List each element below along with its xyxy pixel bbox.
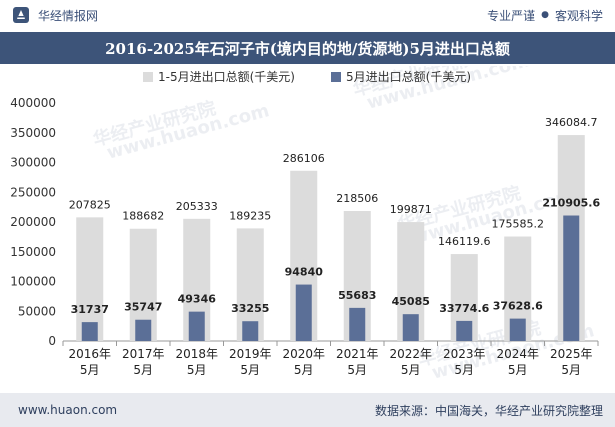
data-label-series1: 189235 bbox=[229, 209, 271, 222]
bar-series2 bbox=[295, 284, 312, 341]
x-tick-label-month: 5月 bbox=[454, 363, 474, 377]
x-tick-label-year: 2017年 bbox=[122, 347, 165, 361]
tagline-separator: ● bbox=[541, 10, 549, 20]
top-header: 华经情报网 专业严谨 ● 客观科学 bbox=[0, 0, 615, 30]
legend-swatch-1 bbox=[143, 72, 153, 82]
tagline-right: 客观科学 bbox=[554, 8, 603, 23]
footer: www.huaon.com 数据来源：中国海关，华经产业研究院整理 bbox=[0, 393, 615, 427]
data-label-series1: 286106 bbox=[283, 152, 325, 165]
bar-series2 bbox=[563, 215, 580, 341]
data-label-series1: 188682 bbox=[122, 210, 164, 223]
x-tick-label-month: 5月 bbox=[133, 363, 153, 377]
data-label-series2: 45085 bbox=[392, 295, 430, 308]
data-label-series2: 33255 bbox=[231, 302, 269, 315]
data-label-series2: 49346 bbox=[178, 293, 217, 306]
data-label-series2: 55683 bbox=[338, 289, 376, 302]
x-tick-label-year: 2021年 bbox=[336, 347, 379, 361]
data-label-series2: 31737 bbox=[71, 303, 109, 316]
x-tick-label-year: 2020年 bbox=[282, 347, 325, 361]
y-tick-label: 150000 bbox=[10, 245, 56, 259]
data-label-series1: 175585.2 bbox=[492, 218, 545, 231]
legend-swatch-2 bbox=[331, 72, 341, 82]
x-tick-label-month: 5月 bbox=[508, 363, 528, 377]
bar-series2 bbox=[188, 311, 205, 341]
x-tick-label-month: 5月 bbox=[561, 363, 581, 377]
x-tick-label-month: 5月 bbox=[240, 363, 260, 377]
x-tick-label-month: 5月 bbox=[294, 363, 314, 377]
footer-url: www.huaon.com bbox=[18, 403, 118, 417]
bar-series1 bbox=[76, 217, 104, 341]
tagline-left: 专业严谨 bbox=[487, 8, 536, 23]
data-label-series1: 205333 bbox=[176, 200, 218, 213]
bar-series2 bbox=[242, 321, 259, 341]
brand-name: 华经情报网 bbox=[38, 8, 99, 23]
data-label-series2: 94840 bbox=[285, 266, 324, 279]
y-tick-label: 200000 bbox=[10, 215, 56, 229]
bar-series2 bbox=[509, 318, 526, 341]
huajing-logo-icon bbox=[13, 7, 29, 23]
data-label-series1: 207825 bbox=[69, 198, 111, 211]
x-tick-label-year: 2019年 bbox=[229, 347, 272, 361]
tagline: 专业严谨 ● 客观科学 bbox=[487, 7, 603, 24]
y-tick-label: 100000 bbox=[10, 275, 56, 289]
y-tick-label: 250000 bbox=[10, 185, 56, 199]
chart-title: 2016-2025年石河子市(境内目的地/货源地)5月进出口总额 bbox=[105, 39, 510, 58]
legend-label-1: 1-5月进出口总额(千美元) bbox=[158, 70, 295, 84]
x-tick-label-year: 2025年 bbox=[550, 347, 593, 361]
y-tick-label: 400000 bbox=[10, 96, 56, 110]
data-label-series2: 37628.6 bbox=[493, 300, 543, 313]
x-tick-label-month: 5月 bbox=[187, 363, 207, 377]
data-label-series2: 210905.6 bbox=[542, 197, 600, 210]
bar-series2 bbox=[402, 314, 419, 341]
x-tick-label-year: 2023年 bbox=[443, 347, 486, 361]
data-label-series1: 146119.6 bbox=[438, 235, 491, 248]
x-tick-label-year: 2016年 bbox=[68, 347, 111, 361]
data-label-series1: 346084.7 bbox=[545, 116, 598, 129]
x-tick-label-year: 2024年 bbox=[496, 347, 539, 361]
bar-series2 bbox=[349, 307, 366, 341]
bar-series2 bbox=[135, 319, 152, 341]
data-label-series2: 33774.6 bbox=[439, 302, 489, 315]
legend-label-2: 5月进出口总额(千美元) bbox=[346, 70, 471, 84]
y-tick-label: 350000 bbox=[10, 126, 56, 140]
y-tick-label: 0 bbox=[48, 334, 56, 348]
chart-title-bar: 2016-2025年石河子市(境内目的地/货源地)5月进出口总额 bbox=[0, 32, 615, 64]
y-tick-label: 300000 bbox=[10, 156, 56, 170]
x-tick-label-month: 5月 bbox=[80, 363, 100, 377]
x-tick-label-year: 2022年 bbox=[389, 347, 432, 361]
x-tick-label-month: 5月 bbox=[347, 363, 367, 377]
bar-series2 bbox=[81, 322, 98, 341]
bar-series2 bbox=[456, 320, 473, 341]
y-tick-label: 50000 bbox=[18, 304, 56, 318]
x-tick-label-month: 5月 bbox=[401, 363, 421, 377]
data-label-series1: 199871 bbox=[390, 203, 432, 216]
x-tick-label-year: 2018年 bbox=[175, 347, 218, 361]
data-label-series2: 35747 bbox=[124, 301, 162, 314]
brand: 华经情报网 bbox=[12, 6, 98, 24]
data-label-series1: 218506 bbox=[336, 192, 378, 205]
footer-source: 数据来源：中国海关，华经产业研究院整理 bbox=[374, 403, 603, 418]
bar-chart: 华经产业研究院www.huaon.com华经产业研究院www.huaon.com… bbox=[10, 66, 600, 384]
